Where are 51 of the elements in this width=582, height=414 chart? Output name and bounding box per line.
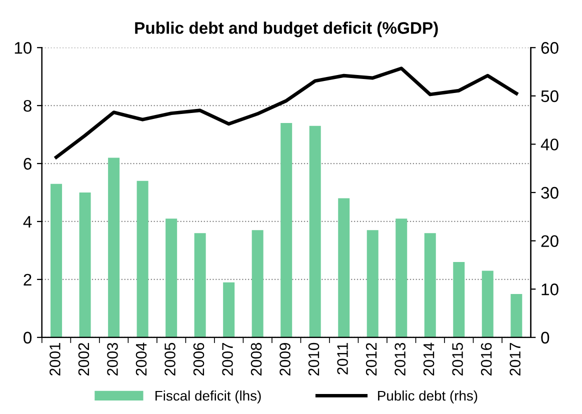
x-tick-label: 2004 — [136, 342, 147, 376]
bar — [338, 198, 350, 338]
bar — [108, 158, 120, 338]
x-tick-label: 2016 — [480, 342, 492, 376]
bar — [453, 262, 465, 338]
x-tick-label: 2017 — [510, 343, 521, 376]
x-tick-label: 2005 — [164, 342, 176, 376]
chart-title: Public debt and budget deficit (%GDP) — [135, 22, 438, 38]
x-tick-label: 2006 — [193, 342, 204, 376]
y-tick-label: 10 — [14, 42, 32, 54]
bar — [166, 218, 178, 338]
bar — [366, 230, 378, 338]
line-series — [54, 66, 518, 159]
y2-tick-label: 50 — [541, 90, 558, 102]
y2-tick-label: 40 — [540, 138, 558, 150]
bar — [79, 192, 91, 338]
x-tick-label: 2010 — [308, 342, 320, 376]
bar — [510, 294, 522, 338]
x-tick-label: 2008 — [250, 342, 262, 376]
bar — [50, 184, 62, 338]
y-tick-label: 4 — [23, 216, 32, 228]
bar — [309, 126, 321, 338]
y-tick-label: 6 — [24, 158, 32, 170]
y2-tick-label: 30 — [541, 186, 558, 199]
bar — [136, 180, 148, 338]
x-tick-label: 2001 — [50, 343, 60, 376]
x-tick-label: 2011 — [337, 343, 348, 374]
bar — [482, 270, 494, 338]
x-tick-label: 2007 — [222, 343, 233, 376]
bar — [424, 233, 436, 338]
legend-label: Public debt (rhs) — [378, 390, 478, 404]
x-tick-label: 2002 — [78, 343, 90, 376]
bar — [280, 122, 292, 338]
y2-tick-label: 10 — [542, 284, 558, 296]
legend-label: Fiscal deficit (lhs) — [156, 390, 261, 404]
x-tick-label: 2013 — [394, 342, 406, 376]
bar — [223, 282, 235, 338]
bar — [252, 230, 264, 338]
bar — [194, 233, 206, 338]
y2-tick-label: 20 — [541, 235, 558, 248]
y2-tick-label: 0 — [541, 332, 550, 344]
x-tick-label: 2012 — [366, 343, 377, 376]
y-tick-label: 8 — [24, 100, 32, 112]
bar — [396, 218, 408, 338]
x-tick-label: 2015 — [452, 342, 463, 376]
y-tick-label: 2 — [24, 274, 32, 286]
y2-tick-label: 60 — [541, 42, 558, 54]
x-tick-label: 2009 — [280, 342, 290, 376]
x-tick-label: 2003 — [107, 342, 118, 376]
x-tick-label: 2014 — [423, 342, 434, 376]
y-tick-label: 0 — [24, 332, 32, 344]
